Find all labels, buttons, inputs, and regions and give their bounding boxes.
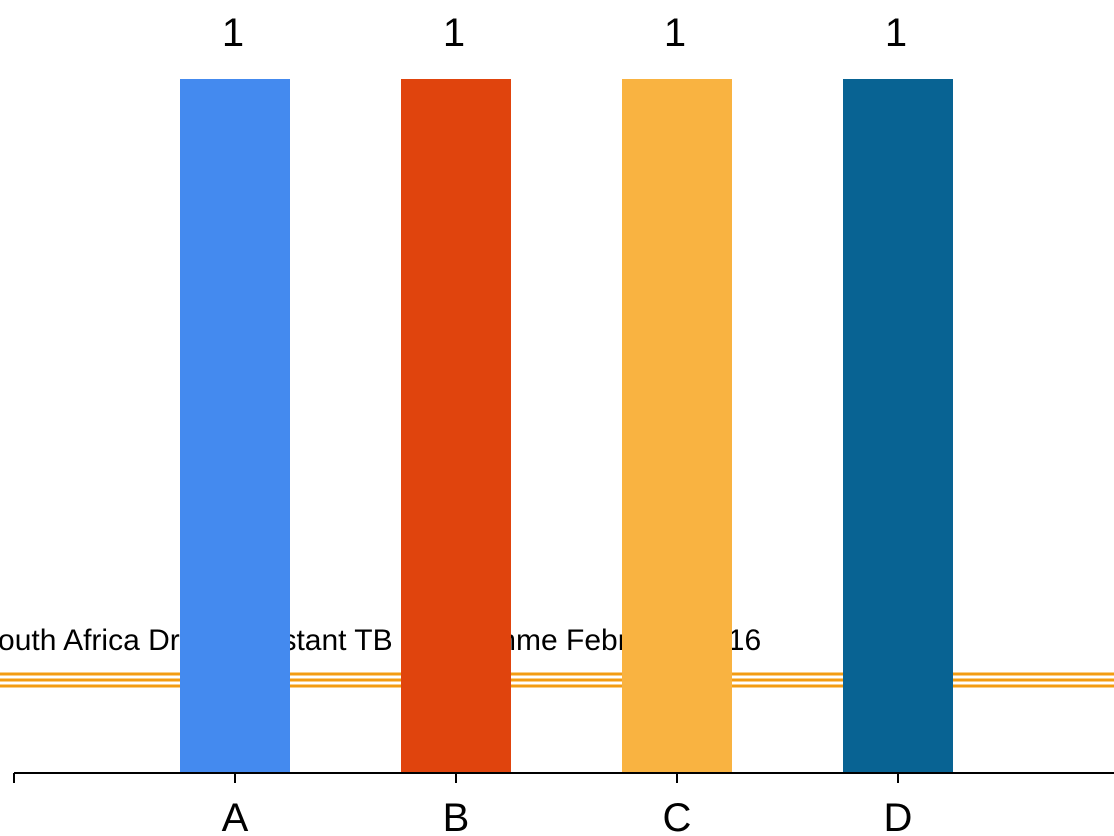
x-tick-label-a: A xyxy=(222,796,249,836)
x-tick-label-c: C xyxy=(663,796,692,836)
data-labels: 1 1 1 1 xyxy=(222,11,907,55)
bars xyxy=(180,79,953,773)
x-tick-label-d: D xyxy=(884,796,913,836)
bar-d xyxy=(843,79,953,773)
bar-b xyxy=(401,79,511,773)
data-label-d: 1 xyxy=(885,11,907,55)
data-label-b: 1 xyxy=(443,11,465,55)
x-axis-ticks xyxy=(234,773,899,783)
bar-a xyxy=(180,79,290,773)
x-tick-label-b: B xyxy=(443,796,470,836)
x-axis-tick-labels: A B C D xyxy=(222,796,913,836)
data-label-a: 1 xyxy=(222,11,244,55)
data-label-c: 1 xyxy=(664,11,686,55)
bar-c xyxy=(622,79,732,773)
